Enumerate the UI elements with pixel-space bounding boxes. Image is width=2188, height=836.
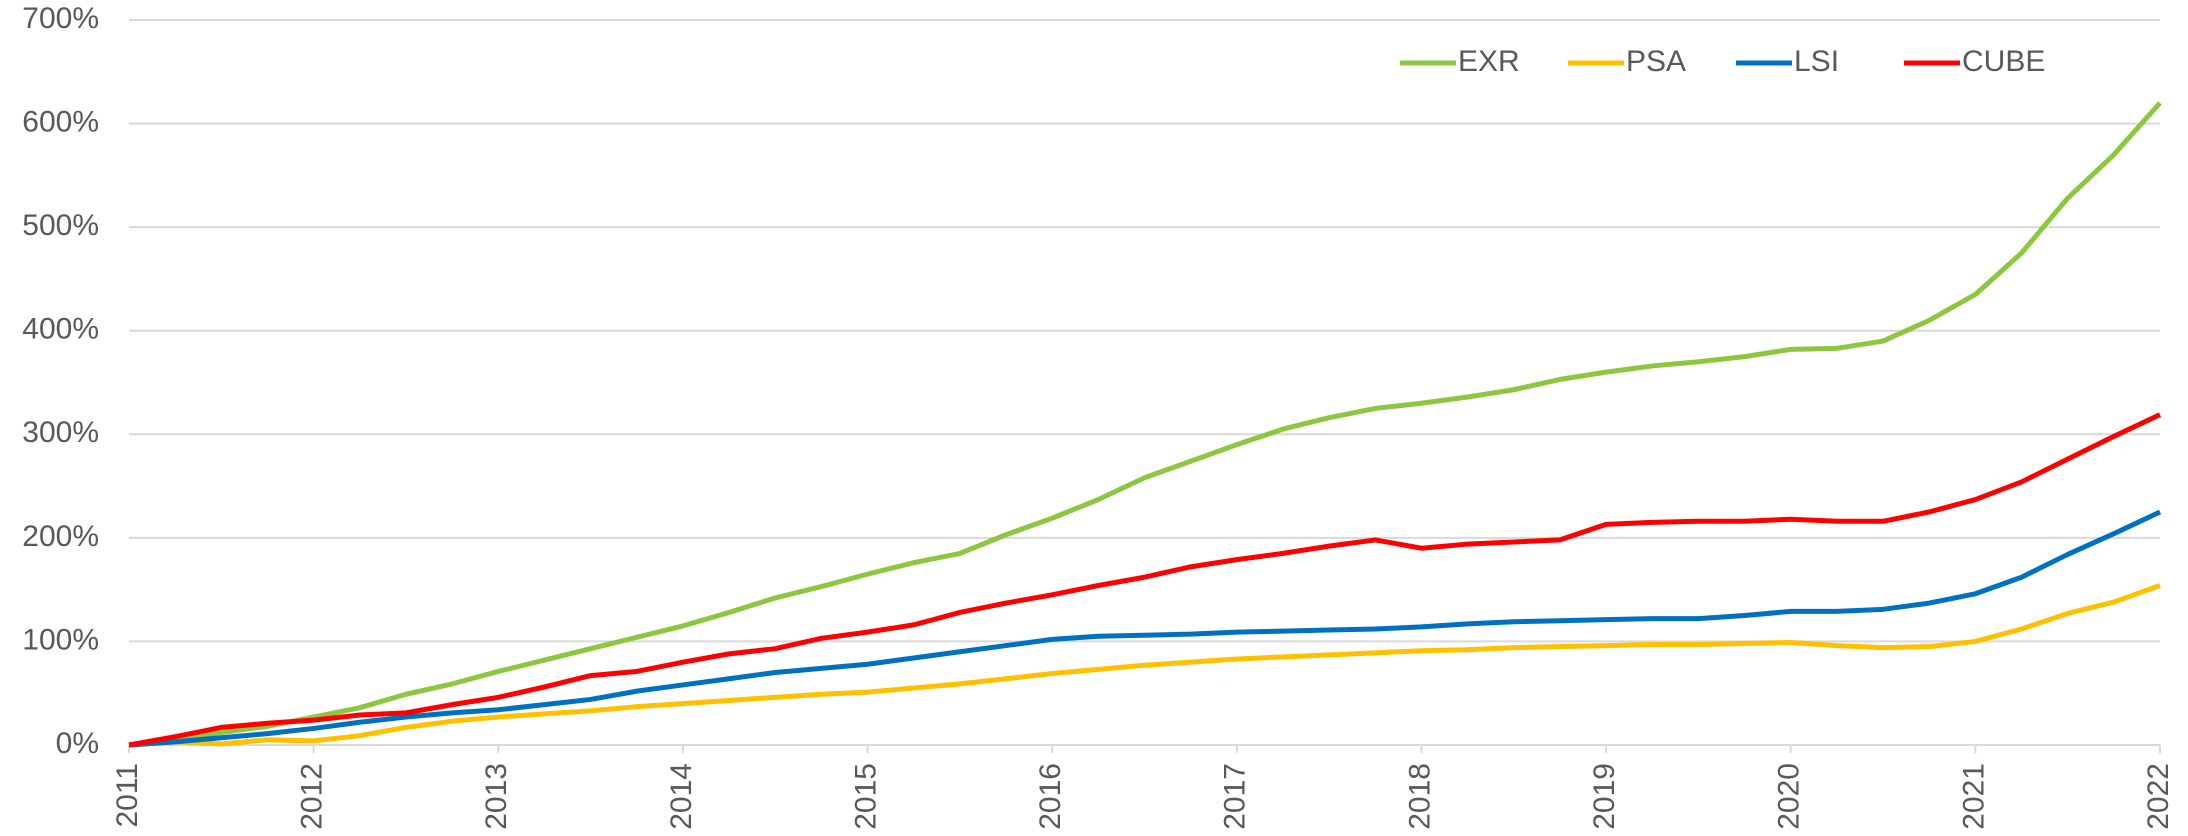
- series-line: [128, 412, 2162, 748]
- x-tick-label: 2015: [849, 763, 882, 830]
- y-tick-label: 700%: [22, 2, 99, 35]
- legend-label: LSI: [1794, 45, 1839, 78]
- x-tick-label: 2021: [1957, 763, 1990, 830]
- y-tick-label: 400%: [22, 313, 99, 346]
- y-tick-label: 500%: [22, 209, 99, 242]
- series-line: [128, 509, 2162, 748]
- series-line: [128, 101, 2162, 748]
- legend-label: PSA: [1626, 45, 1686, 78]
- x-tick-label: 2014: [665, 763, 698, 830]
- x-tick-label: 2017: [1219, 763, 1252, 830]
- x-tick-label: 2012: [296, 763, 329, 830]
- x-tick-label: 2022: [2142, 763, 2175, 830]
- legend-label: EXR: [1458, 45, 1520, 78]
- x-tick-label: 2020: [1773, 763, 1806, 830]
- y-tick-label: 600%: [22, 105, 99, 138]
- x-tick-label: 2016: [1034, 763, 1067, 830]
- y-tick-label: 0%: [56, 727, 99, 760]
- series-line: [128, 583, 2161, 748]
- x-tick-label: 2019: [1588, 763, 1621, 830]
- y-tick-label: 100%: [22, 623, 99, 656]
- y-tick-label: 300%: [22, 416, 99, 449]
- legend-label: CUBE: [1962, 45, 2045, 78]
- x-tick-label: 2013: [480, 763, 513, 830]
- x-tick-label: 2011: [111, 763, 144, 828]
- x-tick-label: 2018: [1403, 763, 1436, 830]
- y-tick-label: 200%: [22, 520, 99, 553]
